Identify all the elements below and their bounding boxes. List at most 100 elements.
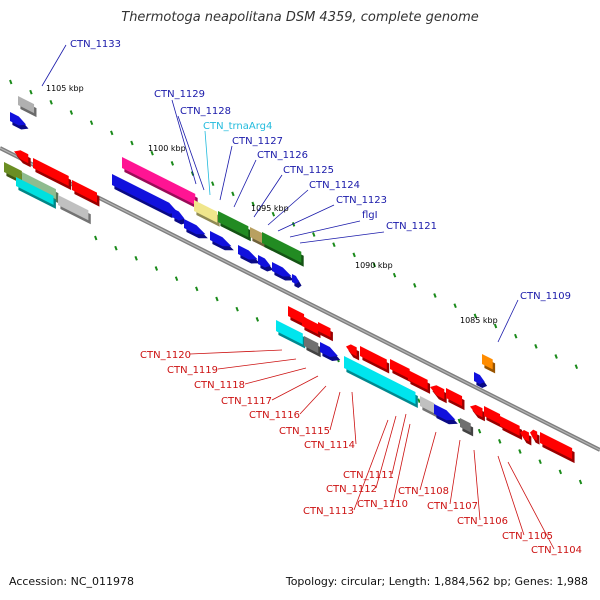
gene-label-ctn1116[interactable]: CTN_1116: [249, 410, 300, 421]
gene-label-ctn1125[interactable]: CTN_1125: [283, 165, 334, 176]
gene-label-ctn1112[interactable]: CTN_1112: [326, 484, 377, 495]
tick-upper: [433, 293, 437, 298]
tick-lower: [457, 418, 462, 424]
tick-upper: [110, 130, 114, 136]
gene-label-ctn1118[interactable]: CTN_1118: [194, 380, 245, 391]
backbone-highlight: [0, 147, 600, 451]
reverse-labels: CTN_1120 CTN_1119 CTN_1118 CTN_1117 CTN_…: [140, 350, 582, 556]
leader-line: [497, 299, 519, 343]
gene-arrow-ctn1128: [112, 174, 179, 214]
gene-box-ctn1109: [482, 354, 493, 370]
gene-box-ctn1104: [540, 432, 573, 460]
gene-box-red-b: [302, 316, 319, 335]
tick-lower: [195, 286, 199, 292]
tick-lower: [498, 438, 502, 444]
gene-label-ctn1111[interactable]: CTN_1111: [343, 470, 394, 481]
leader-line: [171, 99, 197, 185]
tick-lower: [94, 235, 98, 241]
gene-box-left-red-2: [33, 158, 69, 186]
gene-label-ctn1129[interactable]: CTN_1129: [154, 89, 205, 100]
label-leaders: [41, 44, 555, 550]
gene-features: [4, 96, 575, 464]
gene-label-ctn1126[interactable]: CTN_1126: [257, 150, 308, 161]
gene-box-red-k: [484, 406, 501, 425]
gene-box-ctn1119: [304, 336, 319, 354]
gene-arrow-red-j: [470, 404, 483, 418]
gene-label-ctn1117[interactable]: CTN_1117: [221, 396, 272, 407]
gene-box-grey: [18, 96, 35, 114]
genome-summary-text: Topology: circular; Length: 1,884,562 bp…: [285, 575, 588, 588]
gene-box-darkgrey: [460, 418, 471, 433]
leader-line: [391, 413, 407, 475]
tick-lower: [174, 276, 179, 282]
gene-label-ctn1127[interactable]: CTN_1127: [232, 136, 283, 147]
leader-line: [177, 115, 205, 191]
gene-arrow-ctn1109: [474, 372, 485, 384]
gene-box-ctn1127: [194, 200, 218, 223]
tick-upper: [574, 364, 579, 370]
tick-upper: [291, 221, 296, 227]
gene-arrow-red-h: [430, 385, 445, 400]
tick-upper: [130, 140, 134, 146]
tick-upper: [332, 242, 336, 248]
gene-label-ctn1110[interactable]: CTN_1110: [357, 499, 408, 510]
gene-label-ctn1109[interactable]: CTN_1109: [520, 291, 571, 302]
tick-upper: [413, 282, 417, 288]
scale-label-1105: 1105 kbp: [46, 84, 84, 93]
scale-label-1090: 1090 kbp: [355, 261, 393, 270]
gene-box-ctn1114: [344, 356, 416, 404]
tick-upper: [49, 99, 53, 105]
tick-lower: [558, 469, 563, 475]
gene-arrow-left-red-1: [14, 150, 29, 164]
gene-label-ctn1119[interactable]: CTN_1119: [167, 365, 218, 376]
gene-box-red-a: [288, 306, 305, 325]
gene-arrow-ctn1133: [10, 112, 27, 126]
gene-arrow-blue-b: [434, 404, 456, 421]
gene-arrow-red-m: [520, 430, 529, 442]
gene-label-ctn1114[interactable]: CTN_1114: [304, 440, 355, 451]
tick-lower: [154, 266, 159, 271]
scale-label-1095: 1095 kbp: [251, 204, 289, 213]
leader-line: [351, 391, 357, 445]
leader-line: [41, 44, 67, 87]
gene-box-olive: [4, 162, 22, 181]
leader-line: [271, 375, 319, 401]
gene-label-ctn1108[interactable]: CTN_1108: [398, 486, 449, 497]
tick-upper: [69, 110, 74, 115]
forward-labels: CTN_1133 CTN_1129 CTN_1128 CTN_trnaArg4 …: [70, 39, 571, 302]
gene-label-ctn1104[interactable]: CTN_1104: [531, 545, 582, 556]
leader-line: [353, 419, 389, 511]
tick-upper: [150, 150, 154, 156]
gene-box-red-i: [446, 388, 463, 407]
accession-text: Accession: NC_011978: [9, 575, 135, 588]
leader-line: [253, 174, 283, 218]
gene-label-ctn1106[interactable]: CTN_1106: [457, 516, 508, 527]
gene-label-ctn1128[interactable]: CTN_1128: [180, 106, 231, 117]
leader-line: [299, 385, 327, 415]
gene-label-ctn1115[interactable]: CTN_1115: [279, 426, 330, 437]
gene-box-grey-b: [420, 396, 435, 414]
gene-box-red-g: [408, 370, 428, 390]
gene-box-cyan-left: [16, 177, 54, 205]
gene-label-ctn1120[interactable]: CTN_1120: [140, 350, 191, 361]
gene-arrow-red-d: [346, 344, 357, 357]
tick-upper: [231, 191, 235, 197]
gene-label-ctn1133[interactable]: CTN_1133: [70, 39, 121, 50]
tick-upper: [312, 232, 316, 237]
gene-label-flgi[interactable]: flgI: [362, 210, 378, 221]
gene-label-ctn1123[interactable]: CTN_1123: [336, 195, 387, 206]
map-title: Thermotoga neapolitana DSM 4359, complet…: [121, 10, 479, 25]
gene-label-ctn1107[interactable]: CTN_1107: [427, 501, 478, 512]
gene-label-ctn1124[interactable]: CTN_1124: [309, 180, 360, 191]
gene-label-ctn1113[interactable]: CTN_1113: [303, 506, 354, 517]
gene-label-trna-arg4[interactable]: CTN_trnaArg4: [203, 121, 272, 132]
gene-label-ctn1121[interactable]: CTN_1121: [386, 221, 437, 232]
gene-label-ctn1105[interactable]: CTN_1105: [502, 531, 553, 542]
tick-lower: [235, 306, 239, 312]
leader-line: [375, 415, 397, 489]
tick-upper: [29, 89, 33, 95]
tick-upper: [372, 262, 377, 268]
leader-line: [189, 349, 283, 355]
leader-line: [449, 439, 461, 505]
gene-arrow-ctn1118: [320, 342, 338, 357]
